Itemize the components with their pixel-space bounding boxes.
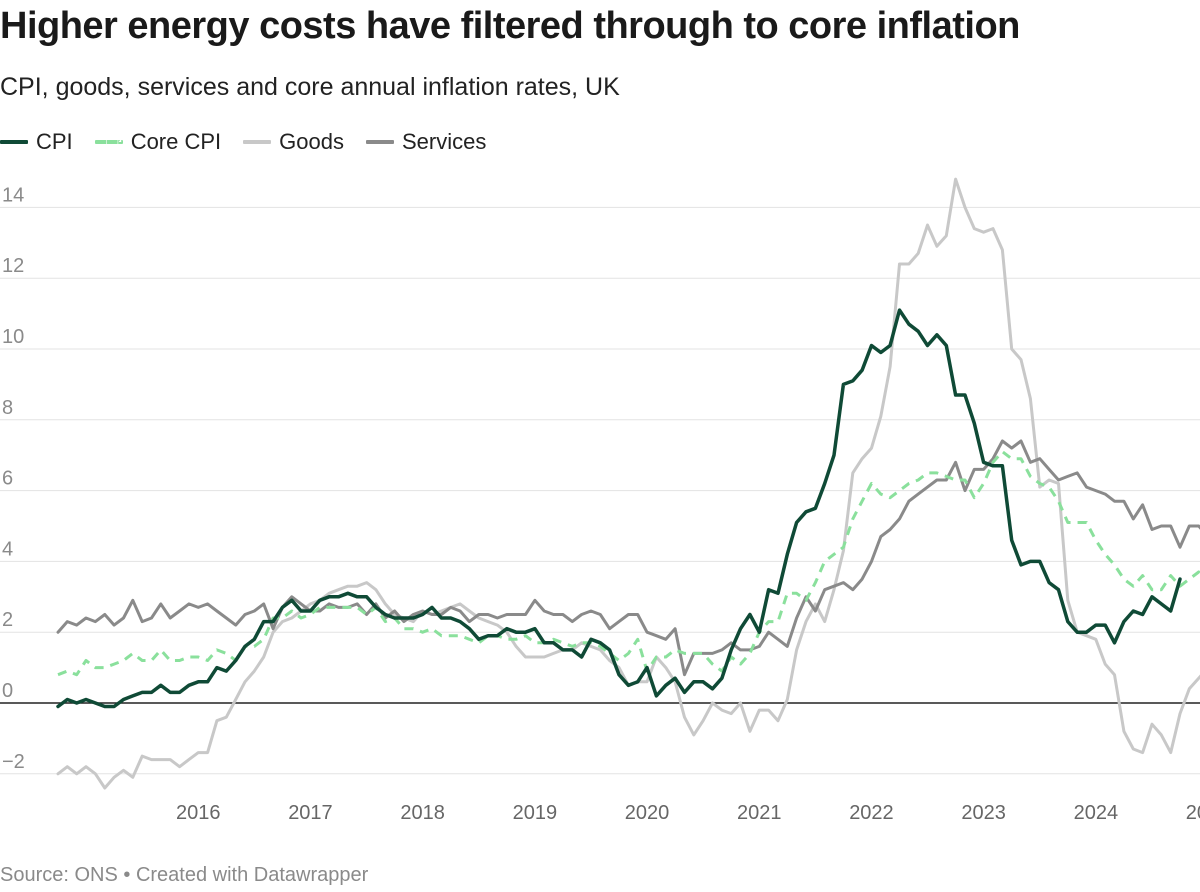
x-tick-label: 2023 <box>961 802 1006 824</box>
y-tick-label: −2 <box>2 751 25 773</box>
y-tick-label: 8 <box>2 397 13 419</box>
y-tick-label: 12 <box>2 255 24 277</box>
y-tick-label: 0 <box>2 680 13 702</box>
series-line-cpi <box>56 308 1182 709</box>
y-tick-label: 14 <box>2 184 24 206</box>
x-tick-label: 2025 <box>1186 802 1200 824</box>
gridlines <box>0 206 1200 775</box>
y-tick-label: 10 <box>2 326 24 348</box>
x-tick-label: 2021 <box>737 802 782 824</box>
legend-swatch-cpi <box>0 140 28 144</box>
chart-subtitle: CPI, goods, services and core annual inf… <box>0 73 620 101</box>
legend-label-goods: Goods <box>279 129 344 154</box>
legend-item-core-cpi: Core CPI <box>94 129 222 155</box>
legend-swatch-services <box>366 140 394 144</box>
series-line-core <box>57 450 1200 677</box>
legend-swatch-core-cpi <box>94 140 123 144</box>
y-axis-labels: −2 0 2 4 6 8 10 12 14 <box>2 184 25 772</box>
x-tick-label: 2022 <box>849 802 894 824</box>
x-tick-label: 2024 <box>1074 802 1119 824</box>
x-tick-label: 2017 <box>288 802 333 824</box>
x-tick-label: 2019 <box>513 802 558 824</box>
x-tick-label: 2016 <box>176 802 221 824</box>
legend-label-services: Services <box>402 129 487 154</box>
y-tick-label: 6 <box>2 468 13 490</box>
legend-item-cpi: CPI <box>0 129 73 155</box>
y-tick-label: 2 <box>2 609 13 631</box>
series-line-services <box>56 439 1200 677</box>
legend-label-core-cpi: Core CPI <box>130 129 222 154</box>
x-axis-labels: 2016 2017 2018 2019 2020 2021 2022 2023 2024 2025 <box>176 802 1200 824</box>
legend-item-services: Services <box>366 129 486 155</box>
source-footer: Source: ONS • Created with Datawrapper <box>0 864 369 886</box>
x-tick-label: 2020 <box>625 802 670 824</box>
x-tick-label: 2018 <box>400 802 445 824</box>
y-tick-label: 4 <box>2 538 13 560</box>
series-line-goods <box>56 177 1200 790</box>
series-lines <box>56 177 1200 790</box>
legend: CPI Core CPI Goods Services <box>0 126 508 158</box>
legend-swatch-goods <box>243 140 272 144</box>
legend-item-goods: Goods <box>243 129 344 155</box>
chart-title: Higher energy costs have filtered throug… <box>0 5 1020 47</box>
legend-label-cpi: CPI <box>36 129 73 154</box>
